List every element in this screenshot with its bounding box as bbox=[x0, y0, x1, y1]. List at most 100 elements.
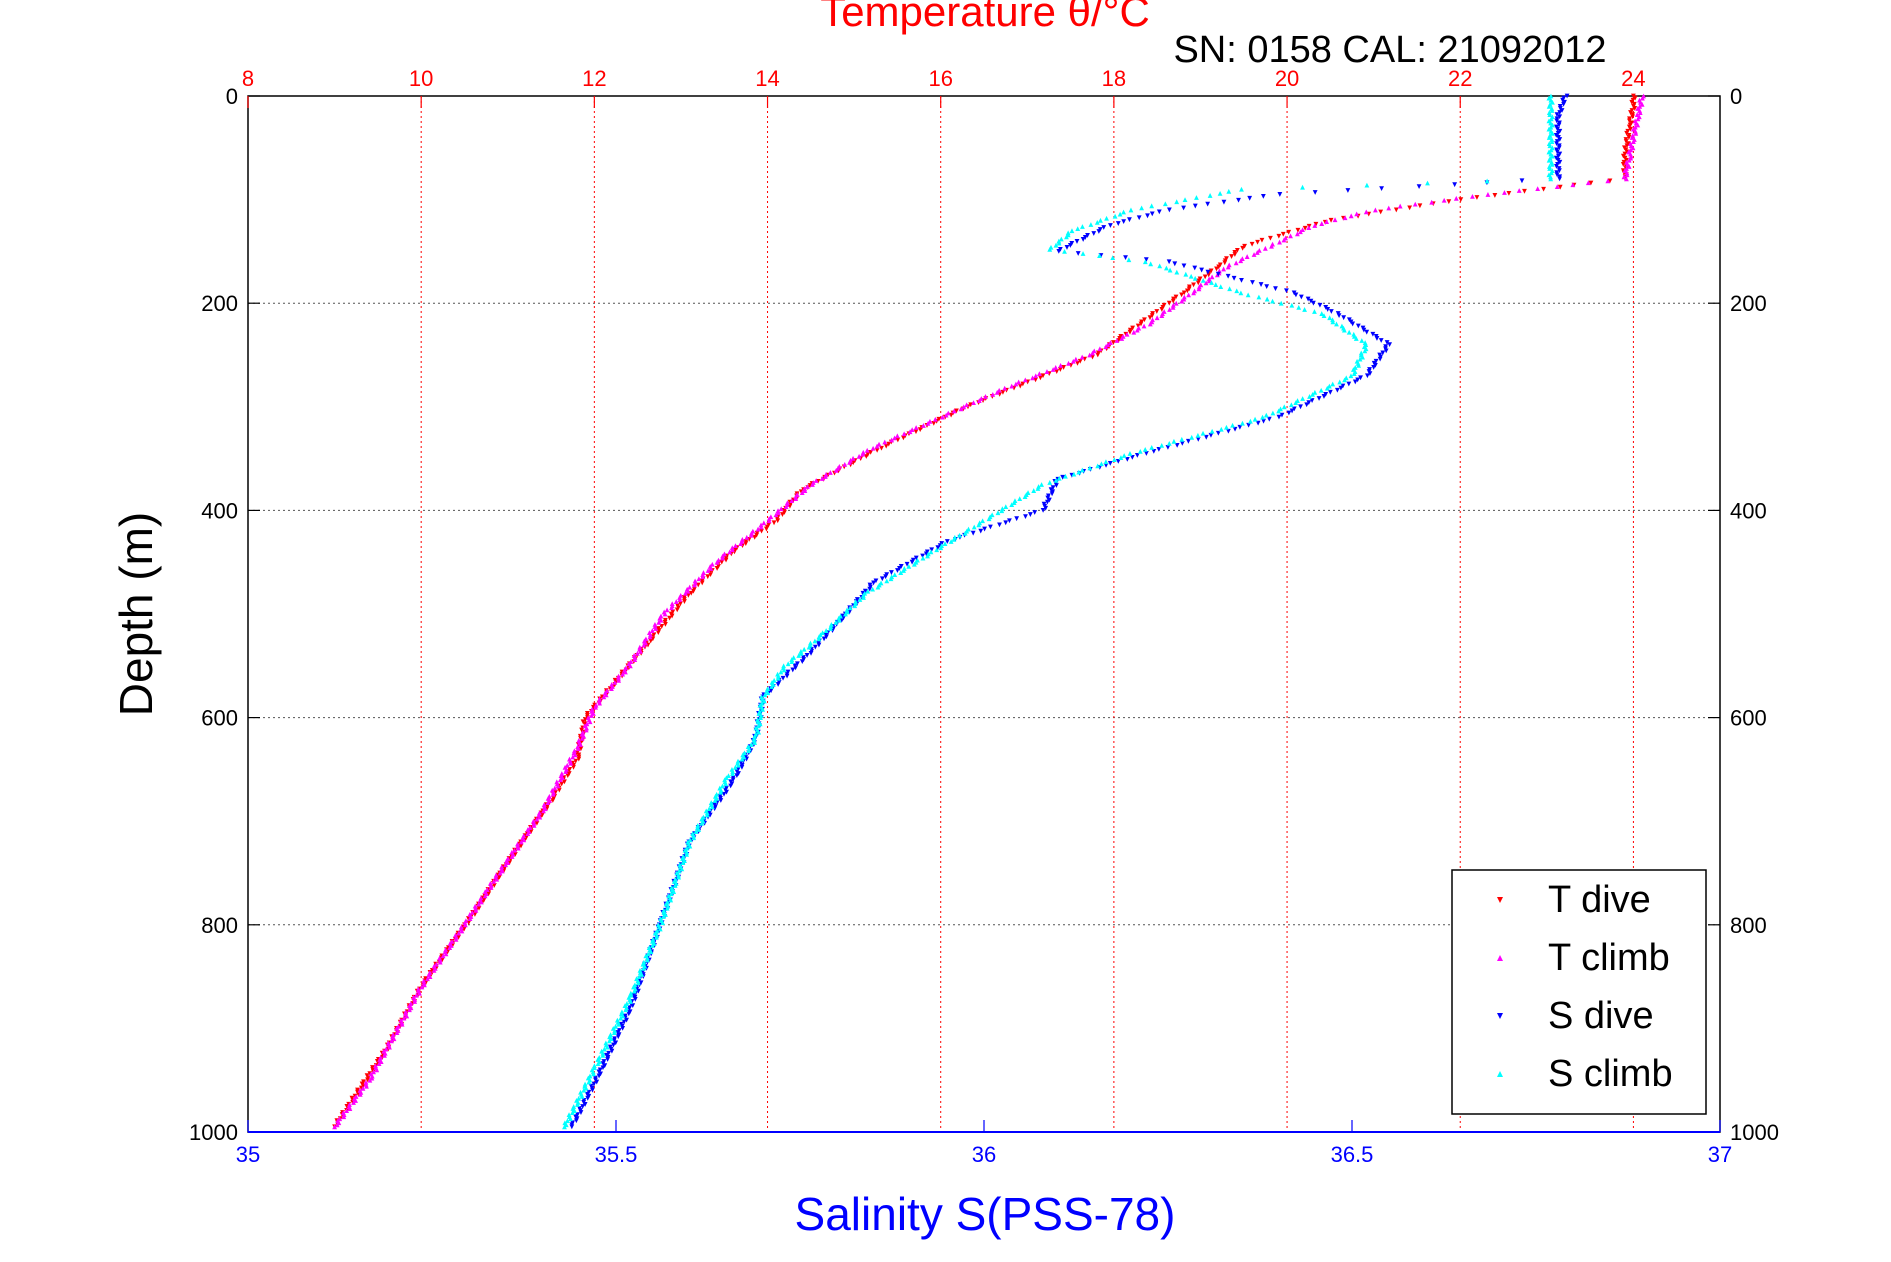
data-point-t-dive bbox=[695, 582, 701, 588]
data-point-s-climb bbox=[1351, 371, 1357, 377]
data-point-t-climb bbox=[564, 762, 570, 768]
data-point-t-dive bbox=[1259, 237, 1265, 243]
data-point-t-climb bbox=[512, 847, 517, 853]
data-point-s-climb bbox=[1047, 246, 1053, 252]
data-point-s-climb bbox=[570, 1110, 575, 1115]
data-point-s-dive bbox=[982, 526, 987, 532]
data-point-s-dive bbox=[1208, 432, 1214, 438]
data-point-t-climb bbox=[476, 901, 482, 907]
data-point-s-climb bbox=[1300, 184, 1305, 190]
x-axis-label: Salinity S(PSS-78) bbox=[795, 1188, 1176, 1240]
data-point-s-dive bbox=[1556, 122, 1562, 128]
data-point-t-dive bbox=[1295, 227, 1301, 233]
data-point-t-climb bbox=[367, 1077, 373, 1083]
data-point-s-climb bbox=[1110, 255, 1116, 261]
data-point-s-climb bbox=[892, 572, 898, 578]
data-point-t-climb bbox=[417, 990, 422, 996]
data-point-s-dive bbox=[624, 1017, 629, 1023]
data-point-s-dive bbox=[909, 559, 915, 565]
data-point-s-dive bbox=[1195, 436, 1201, 442]
data-point-t-climb bbox=[578, 742, 583, 747]
data-point-t-climb bbox=[616, 675, 621, 681]
data-point-s-climb bbox=[712, 798, 718, 803]
data-point-s-climb bbox=[760, 706, 766, 712]
data-point-s-climb bbox=[649, 943, 655, 948]
data-point-t-dive bbox=[1142, 317, 1147, 323]
data-point-t-dive bbox=[667, 615, 672, 621]
data-point-s-dive bbox=[1370, 331, 1376, 337]
data-point-s-climb bbox=[865, 588, 871, 594]
data-point-t-climb bbox=[1030, 375, 1035, 381]
data-point-s-dive bbox=[1336, 313, 1342, 319]
data-point-s-dive bbox=[724, 789, 729, 795]
data-point-s-dive bbox=[1166, 207, 1172, 213]
data-point-t-climb bbox=[550, 791, 556, 797]
y-tick-label-right: 1000 bbox=[1730, 1120, 1779, 1145]
data-point-s-climb bbox=[1270, 410, 1276, 416]
data-point-s-dive bbox=[1334, 387, 1340, 393]
data-point-s-climb bbox=[1548, 170, 1554, 176]
legend-marker-s-dive bbox=[1497, 1013, 1503, 1019]
data-point-s-climb bbox=[1260, 414, 1265, 420]
data-point-t-climb bbox=[440, 953, 446, 959]
data-point-t-climb bbox=[1633, 130, 1639, 136]
data-point-s-climb bbox=[755, 723, 761, 729]
data-point-s-climb bbox=[595, 1061, 601, 1067]
data-point-t-climb bbox=[425, 976, 430, 982]
data-point-s-climb bbox=[852, 603, 858, 609]
data-point-s-dive bbox=[1298, 404, 1303, 410]
data-point-t-climb bbox=[334, 1122, 340, 1128]
data-point-s-climb bbox=[989, 512, 995, 518]
data-point-t-dive bbox=[534, 820, 540, 826]
data-point-t-climb bbox=[473, 905, 479, 911]
data-point-s-climb bbox=[611, 1030, 617, 1035]
data-point-s-climb bbox=[1330, 319, 1336, 325]
data-point-t-climb bbox=[467, 916, 473, 921]
data-point-t-climb bbox=[1637, 103, 1643, 109]
data-point-s-dive bbox=[1075, 251, 1081, 256]
data-point-s-climb bbox=[1321, 313, 1327, 319]
data-point-s-climb bbox=[631, 988, 637, 994]
data-point-s-climb bbox=[1296, 304, 1302, 310]
data-point-s-dive bbox=[1556, 145, 1562, 151]
data-point-s-climb bbox=[1293, 400, 1299, 406]
data-point-t-climb bbox=[1605, 178, 1611, 184]
data-point-s-climb bbox=[1121, 453, 1127, 458]
data-point-t-climb bbox=[913, 425, 919, 430]
data-point-t-dive bbox=[1147, 315, 1153, 321]
data-point-s-climb bbox=[951, 537, 957, 542]
data-point-s-dive bbox=[591, 1081, 597, 1087]
data-point-s-dive bbox=[580, 1104, 586, 1109]
data-point-s-dive bbox=[1554, 112, 1560, 118]
data-point-s-climb bbox=[1362, 348, 1368, 354]
data-point-s-climb bbox=[1270, 298, 1275, 304]
data-point-t-climb bbox=[1050, 367, 1056, 372]
data-point-t-dive bbox=[863, 454, 869, 459]
data-point-s-dive bbox=[775, 682, 781, 687]
data-point-s-climb bbox=[637, 967, 643, 973]
data-point-t-dive bbox=[1280, 231, 1286, 237]
data-point-s-climb bbox=[898, 570, 904, 575]
data-point-t-climb bbox=[552, 785, 558, 791]
data-point-s-dive bbox=[1364, 329, 1370, 335]
legend-label-s-climb: S climb bbox=[1548, 1053, 1673, 1095]
data-point-s-dive bbox=[1554, 172, 1560, 178]
y-tick-label-right: 400 bbox=[1730, 498, 1767, 523]
data-point-s-climb bbox=[676, 874, 682, 880]
data-point-s-climb bbox=[1200, 430, 1206, 436]
data-point-t-climb bbox=[459, 928, 465, 934]
data-point-s-climb bbox=[1079, 467, 1085, 473]
data-point-s-dive bbox=[1045, 499, 1050, 505]
data-point-s-climb bbox=[843, 611, 848, 617]
data-point-t-climb bbox=[588, 713, 594, 718]
data-point-t-climb bbox=[499, 868, 505, 874]
data-point-s-dive bbox=[1557, 159, 1563, 165]
data-point-s-climb bbox=[1546, 157, 1552, 163]
data-point-s-climb bbox=[1209, 280, 1214, 285]
data-point-s-climb bbox=[1224, 424, 1229, 430]
data-point-t-climb bbox=[1640, 95, 1645, 101]
data-point-t-climb bbox=[1087, 352, 1093, 358]
y-tick-label-left: 1000 bbox=[189, 1120, 238, 1145]
data-point-t-climb bbox=[537, 814, 543, 820]
data-point-s-dive bbox=[1091, 231, 1097, 236]
